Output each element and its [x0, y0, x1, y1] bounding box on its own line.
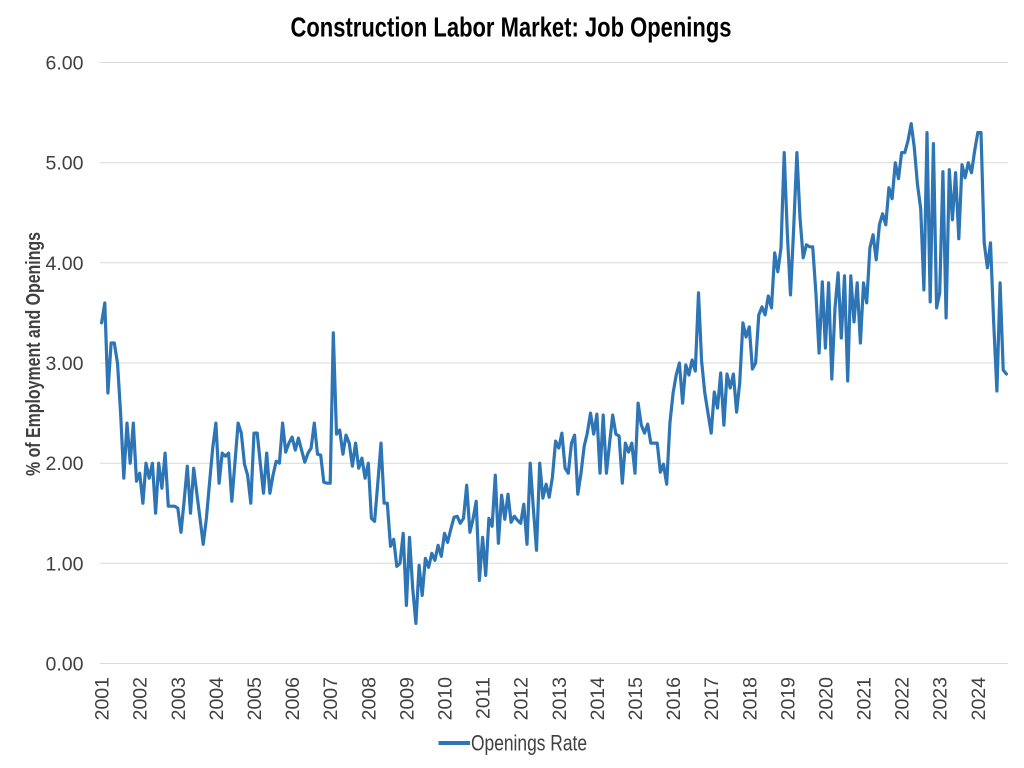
svg-text:2007: 2007 — [320, 677, 342, 720]
svg-text:2020: 2020 — [815, 677, 837, 721]
svg-text:2008: 2008 — [358, 677, 380, 720]
svg-text:2018: 2018 — [739, 677, 761, 720]
svg-text:2002: 2002 — [130, 677, 152, 720]
svg-text:2017: 2017 — [701, 677, 723, 720]
svg-text:2009: 2009 — [396, 677, 418, 720]
svg-text:0.00: 0.00 — [46, 654, 84, 676]
svg-text:2005: 2005 — [244, 677, 266, 721]
svg-text:% of Employment and Openings: % of Employment and Openings — [23, 232, 45, 476]
svg-text:3.00: 3.00 — [46, 353, 84, 375]
svg-text:2016: 2016 — [663, 677, 685, 720]
svg-text:2010: 2010 — [435, 677, 457, 721]
svg-text:2014: 2014 — [587, 677, 609, 721]
svg-text:2024: 2024 — [968, 677, 990, 721]
svg-text:2022: 2022 — [892, 677, 914, 720]
svg-text:2021: 2021 — [854, 677, 876, 720]
svg-text:Construction Labor Market: Job: Construction Labor Market: Job Openings — [291, 12, 732, 43]
svg-text:2004: 2004 — [206, 677, 228, 721]
svg-text:2006: 2006 — [282, 677, 304, 720]
svg-text:2013: 2013 — [549, 677, 571, 720]
svg-text:Openings Rate: Openings Rate — [471, 731, 587, 756]
svg-text:1.00: 1.00 — [46, 553, 84, 575]
svg-text:2003: 2003 — [168, 677, 190, 720]
svg-text:2012: 2012 — [511, 677, 533, 720]
svg-text:6.00: 6.00 — [46, 53, 84, 75]
svg-text:2023: 2023 — [930, 677, 952, 720]
svg-text:2015: 2015 — [625, 677, 647, 721]
svg-text:2001: 2001 — [92, 677, 114, 720]
svg-text:4.00: 4.00 — [46, 253, 84, 275]
svg-text:2019: 2019 — [777, 677, 799, 720]
svg-text:2011: 2011 — [473, 677, 495, 719]
svg-text:2.00: 2.00 — [46, 453, 84, 475]
svg-text:5.00: 5.00 — [46, 153, 84, 175]
